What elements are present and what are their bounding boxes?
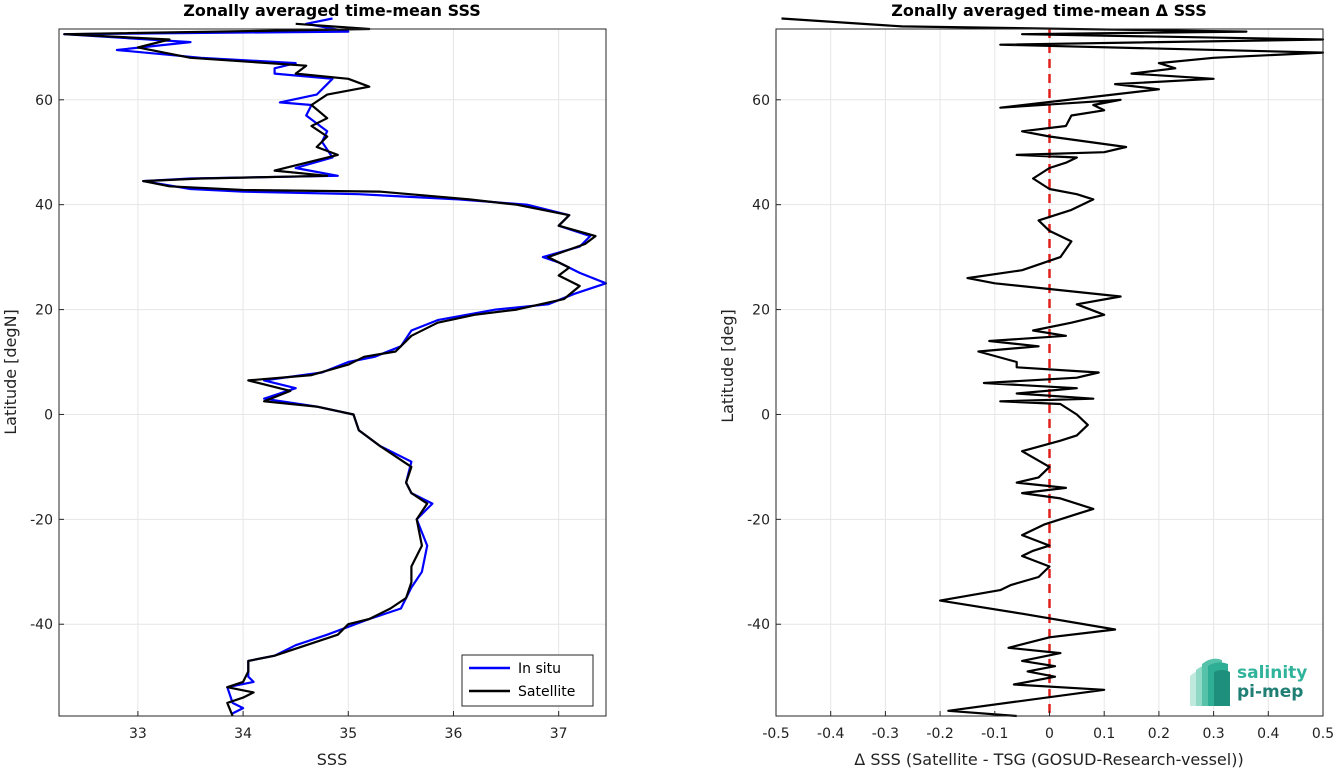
- left-x-tick-label: 34: [234, 726, 252, 742]
- left-series-line-satellite: [63, 22, 597, 717]
- right-grid: [775, 29, 1324, 716]
- left-x-tick-label: 33: [129, 726, 147, 742]
- left-x-tick-label: 37: [550, 726, 568, 742]
- left-y-axis-label: Latitude [degN]: [1, 309, 20, 435]
- right-x-tick-label: 0.2: [1148, 726, 1170, 742]
- right-series-lines: [781, 17, 1325, 718]
- right-x-tick-label: -0.3: [872, 726, 899, 742]
- legend-box: [461, 654, 594, 707]
- right-x-tick-label: -0.5: [762, 726, 789, 742]
- right-x-tick-label: -0.2: [926, 726, 953, 742]
- left-y-tick-label: -40: [30, 617, 53, 633]
- logo-text-pi-mep: pi-mep: [1237, 682, 1303, 702]
- left-x-tick-label: 36: [445, 726, 463, 742]
- right-x-tick-label: 0.4: [1257, 726, 1279, 742]
- logo-text-salinity: salinity: [1237, 663, 1307, 683]
- left-x-tick-label: 35: [339, 726, 357, 742]
- right-x-tick-label: 0: [1045, 726, 1054, 742]
- left-y-tick-label: 60: [35, 93, 53, 109]
- legend: In situ Satellite: [461, 654, 594, 707]
- legend-label-in-situ: In situ: [518, 661, 561, 677]
- left-panel: 33 34 35 36 37 -40 -20 0 20 40 60 Zonally averaged…: [1, 1, 608, 769]
- right-series-line-delta-sss: [781, 17, 1325, 718]
- right-y-axis-label: Latitude [deg]: [718, 309, 737, 423]
- right-panel: -0.5 -0.4 -0.3 -0.2 -0.1 0 0.1 0.2 0.3 0.4 0.5 -40 -…: [718, 1, 1334, 769]
- right-y-tick-label: -40: [747, 617, 770, 633]
- right-chart-title: Zonally averaged time-mean Δ SSS: [891, 1, 1207, 20]
- salinity-pi-mep-logo: salinity pi-mep: [1190, 658, 1307, 706]
- left-x-axis-label: SSS: [317, 750, 347, 769]
- right-y-tick-label: -20: [747, 512, 770, 528]
- left-chart-title: Zonally averaged time-mean SSS: [183, 1, 481, 20]
- waves-logo-icon: [1190, 658, 1230, 706]
- right-x-tick-label: 0.3: [1202, 726, 1224, 742]
- right-x-axis-label: Δ SSS (Satellite - TSG (GOSUD-Research-v…: [854, 750, 1243, 769]
- right-x-tick-label: -0.4: [817, 726, 844, 742]
- left-axes-box: [58, 28, 607, 717]
- right-y-tick-label: 0: [761, 407, 770, 423]
- left-tick-labels: 33 34 35 36 37 -40 -20 0 20 40 60: [30, 93, 567, 742]
- right-tick-labels: -0.5 -0.4 -0.3 -0.2 -0.1 0 0.1 0.2 0.3 0.4 0.5 -40 -…: [747, 93, 1334, 742]
- left-y-tick-label: 20: [35, 303, 53, 319]
- right-x-tick-label: 0.5: [1312, 726, 1334, 742]
- left-y-tick-label: 0: [44, 407, 53, 423]
- left-y-tick-label: -20: [30, 512, 53, 528]
- left-y-tick-label: 40: [35, 198, 53, 214]
- right-x-tick-label: 0.1: [1093, 726, 1115, 742]
- right-y-tick-label: 60: [752, 93, 770, 109]
- right-y-tick-label: 40: [752, 198, 770, 214]
- right-y-tick-label: 20: [752, 303, 770, 319]
- left-series-lines: [63, 17, 608, 717]
- legend-label-satellite: Satellite: [518, 684, 575, 700]
- right-x-tick-label: -0.1: [981, 726, 1008, 742]
